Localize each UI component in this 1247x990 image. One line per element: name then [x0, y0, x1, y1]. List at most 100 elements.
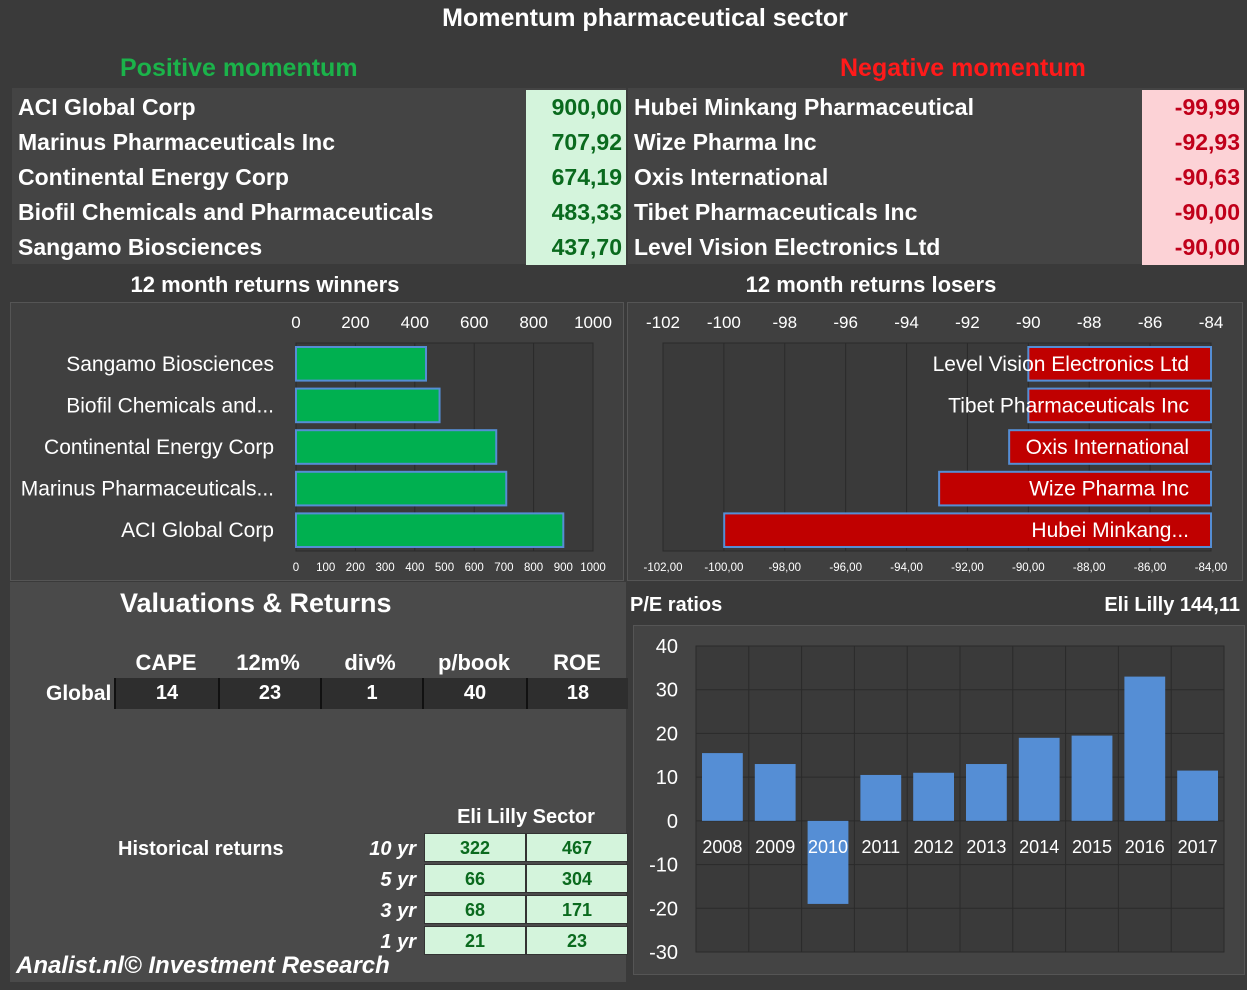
- category-label: Level Vision Electronics Ltd: [933, 353, 1189, 376]
- bottom-tick-label: -92,00: [951, 562, 984, 574]
- positive-momentum-table: ACI Global Corp 900,00 Marinus Pharmaceu…: [12, 88, 626, 265]
- y-tick-label: -30: [649, 942, 678, 964]
- bottom-tick-label: 0: [293, 562, 299, 574]
- company-name: Level Vision Electronics Ltd: [634, 234, 941, 260]
- value-12m: 23: [218, 678, 320, 709]
- company-name: Marinus Pharmaceuticals Inc: [18, 129, 336, 155]
- top-tick-label: -90: [1016, 313, 1041, 332]
- top-tick-label: -84: [1199, 313, 1224, 332]
- x-tick-label: 2008: [702, 837, 742, 857]
- bar: [1018, 737, 1060, 821]
- top-tick-label: 1000: [574, 313, 612, 332]
- company-name: Wize Pharma Inc: [634, 129, 817, 155]
- bottom-tick-label: -102,00: [643, 562, 682, 574]
- top-tick-label: -86: [1138, 313, 1163, 332]
- losers-chart: -102 -100 -98 -96 -94 -92 -90 -88 -86 -84 -102,00 -…: [643, 313, 1228, 574]
- pe-chart-subtitle: Eli Lilly 144,11: [1104, 594, 1240, 616]
- bar: [807, 820, 849, 904]
- historical-value: 467: [526, 833, 628, 862]
- col-header-div: div%: [344, 650, 396, 675]
- bar: [295, 429, 498, 465]
- table-row: Oxis International -90,63: [628, 160, 1244, 195]
- company-name: Biofil Chemicals and Pharmaceuticals: [18, 199, 434, 225]
- bottom-tick-label: 700: [494, 562, 513, 574]
- historical-returns-label: Historical returns: [118, 838, 284, 860]
- historical-col-header: Eli Lilly Sector: [457, 806, 595, 828]
- top-tick-label: -96: [833, 313, 858, 332]
- winners-chart-title: 12 month returns winners: [130, 272, 400, 297]
- momentum-value: -90,00: [1142, 230, 1244, 265]
- table-row: Tibet Pharmaceuticals Inc -90,00: [628, 195, 1244, 230]
- winners-chart: 0 200 400 600 800 1000 0 100 200 300 400 500 600 700 8…: [21, 313, 612, 574]
- top-tick-label: -88: [1077, 313, 1102, 332]
- x-tick-label: 2009: [755, 837, 795, 857]
- bottom-tick-label: 1000: [580, 562, 606, 574]
- top-tick-label: 0: [291, 313, 300, 332]
- momentum-value: 674,19: [526, 160, 626, 195]
- bottom-tick-label: 500: [435, 562, 454, 574]
- company-name: Tibet Pharmaceuticals Inc: [634, 199, 918, 225]
- historical-value: 322: [424, 833, 526, 862]
- company-name: ACI Global Corp: [18, 94, 196, 120]
- winners-chart-panel: 0 200 400 600 800 1000 0 100 200 300 400 500 600 700 8…: [10, 302, 624, 581]
- bar: [295, 470, 508, 507]
- col-header-cape: CAPE: [135, 650, 197, 675]
- bar: [1027, 346, 1213, 382]
- momentum-value: 483,33: [526, 195, 626, 230]
- momentum-value: 900,00: [526, 90, 626, 125]
- bottom-tick-label: 100: [316, 562, 335, 574]
- table-row: Sangamo Biosciences 437,70: [12, 230, 626, 265]
- period-label: 1 yr: [380, 931, 416, 953]
- x-tick-label: 2017: [1178, 837, 1218, 857]
- bar: [1124, 676, 1166, 821]
- momentum-value: -99,99: [1142, 90, 1244, 125]
- y-tick-label: 0: [667, 811, 678, 833]
- col-header-roe: ROE: [553, 650, 601, 675]
- bar: [966, 764, 1007, 821]
- category-label: Marinus Pharmaceuticals...: [21, 478, 274, 501]
- historical-value: 23: [526, 926, 628, 955]
- category-label: Tibet Pharmaceuticals Inc: [948, 394, 1189, 417]
- x-tick-label: 2015: [1072, 837, 1112, 857]
- period-label: 10 yr: [369, 838, 416, 860]
- value-pbook: 40: [422, 678, 526, 709]
- x-tick-label: 2013: [966, 837, 1006, 857]
- bottom-tick-label: 800: [524, 562, 543, 574]
- col-header-pbook: p/book: [437, 650, 511, 675]
- bottom-tick-label: -100,00: [704, 562, 743, 574]
- bar: [723, 512, 1213, 548]
- momentum-value: 437,70: [526, 230, 626, 265]
- bar: [913, 772, 954, 821]
- y-tick-label: -20: [649, 898, 678, 920]
- category-label: Oxis International: [1026, 436, 1189, 459]
- bottom-tick-label: -86,00: [1134, 562, 1167, 574]
- y-tick-label: -10: [649, 855, 678, 877]
- bar: [295, 387, 441, 424]
- bottom-tick-label: -90,00: [1012, 562, 1045, 574]
- y-tick-label: 10: [656, 767, 678, 789]
- y-tick-label: 30: [656, 680, 678, 702]
- col-header-12m: 12m%: [236, 650, 300, 675]
- momentum-value: -90,00: [1142, 195, 1244, 230]
- bottom-tick-label: 600: [465, 562, 484, 574]
- x-tick-label: 2010: [808, 837, 848, 857]
- company-name: Sangamo Biosciences: [18, 234, 263, 260]
- bottom-tick-label: -84,00: [1195, 562, 1228, 574]
- bar: [860, 774, 902, 821]
- top-tick-label: -102: [646, 313, 680, 332]
- table-row: Biofil Chemicals and Pharmaceuticals 483…: [12, 195, 626, 230]
- company-name: Oxis International: [634, 164, 829, 190]
- y-tick-label: 20: [656, 723, 678, 745]
- bar: [295, 512, 565, 548]
- top-tick-label: -94: [894, 313, 919, 332]
- bar: [295, 346, 427, 382]
- category-label: Wize Pharma Inc: [1029, 478, 1189, 501]
- bar: [938, 470, 1212, 507]
- value-roe: 18: [526, 678, 628, 709]
- top-tick-label: 200: [341, 313, 369, 332]
- top-tick-label: -92: [955, 313, 980, 332]
- historical-value: 171: [526, 895, 628, 924]
- top-tick-label: 400: [401, 313, 429, 332]
- company-name: Continental Energy Corp: [18, 164, 289, 190]
- category-label: ACI Global Corp: [121, 519, 274, 542]
